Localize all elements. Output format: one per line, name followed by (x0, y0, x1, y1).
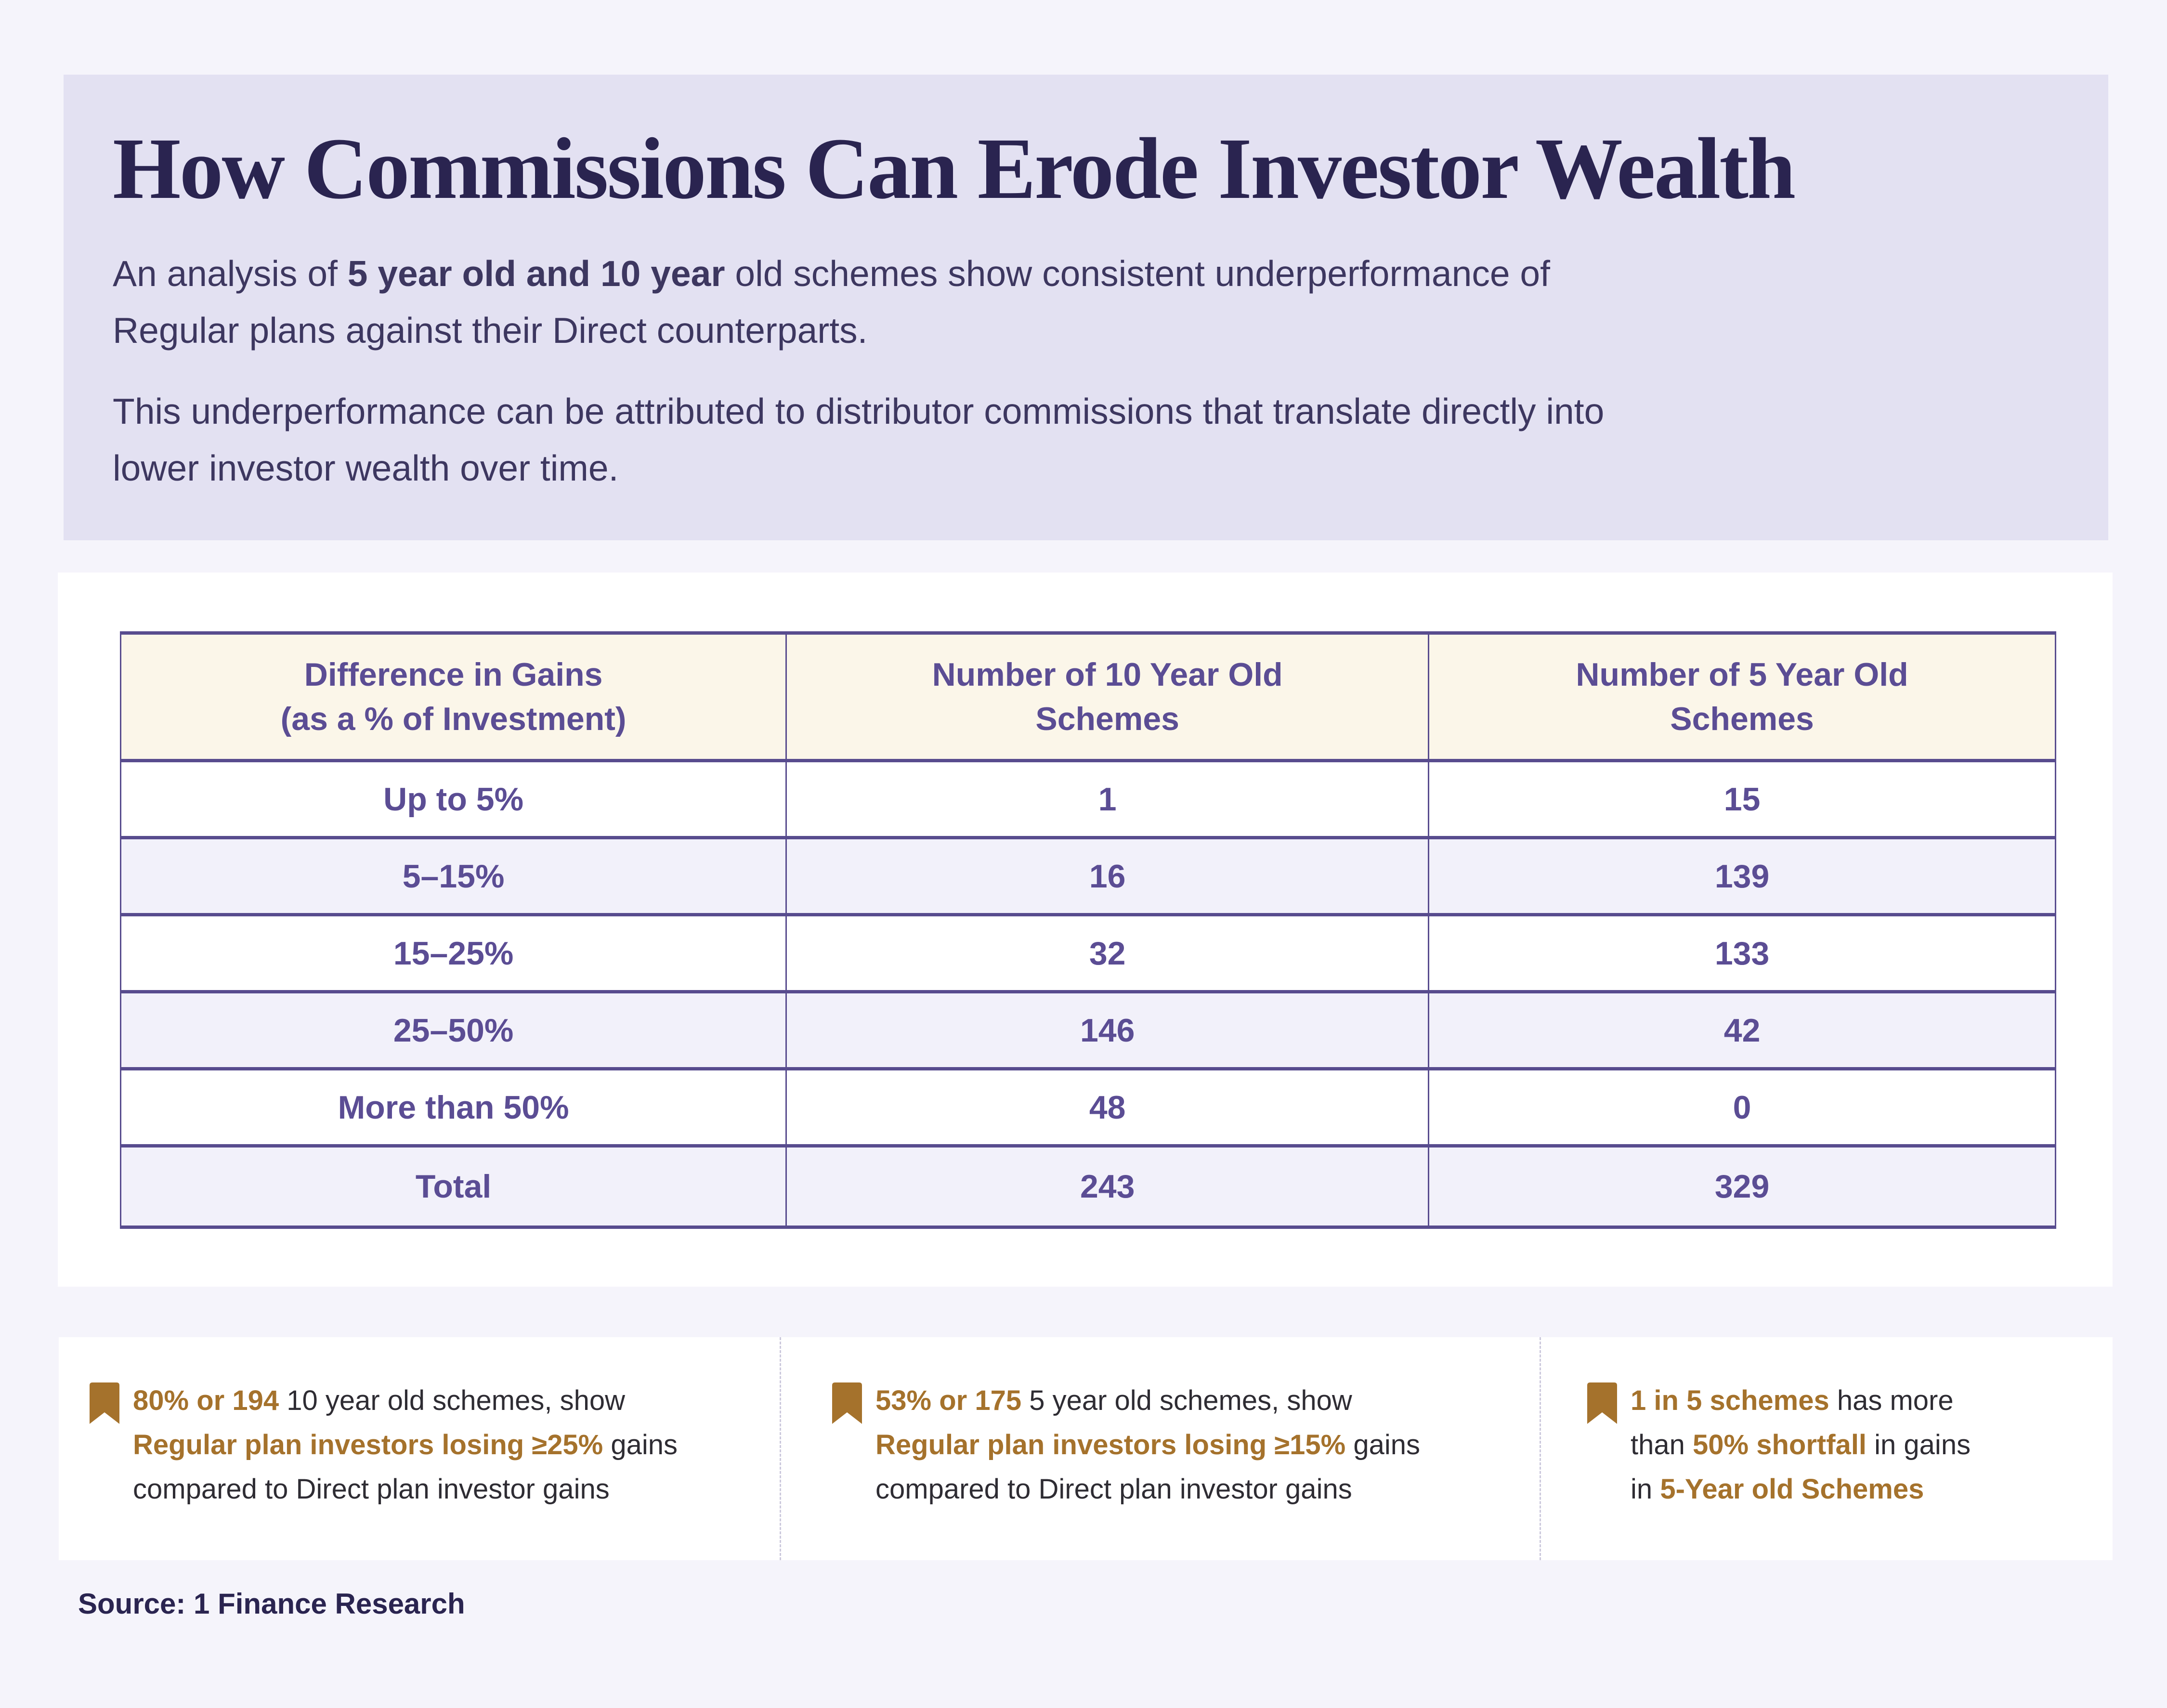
source-note: Source: 1 Finance Research (78, 1588, 465, 1620)
callout-1-in-5: 1 in 5 schemes has more than 50% shortfal… (1540, 1337, 2113, 1560)
row-label: 25–50% (119, 990, 787, 1070)
row-label: Total (119, 1144, 787, 1229)
table-panel: Difference in Gains (as a % of Investment… (58, 573, 2113, 1287)
value-10yr: 16 (785, 836, 1430, 916)
value-5yr: 0 (1428, 1067, 2056, 1147)
col-header-10-year-schemes: Number of 10 Year Old Schemes (785, 631, 1430, 762)
row-label: Up to 5% (119, 759, 787, 839)
callout-text: 53% or 175 5 year old schemes, show Regul… (875, 1385, 1420, 1505)
callout-10yr-schemes: 80% or 194 10 year old schemes, show Regu… (59, 1337, 780, 1560)
callout-text: 80% or 194 10 year old schemes, show Regu… (133, 1385, 678, 1505)
bookmark-icon (1587, 1382, 1618, 1424)
value-5yr: 139 (1428, 836, 2056, 916)
table-row: Up to 5% 1 15 (119, 759, 2056, 839)
col-header-5-year-schemes: Number of 5 Year Old Schemes (1428, 631, 2056, 762)
col-header-difference-in-gains: Difference in Gains (as a % of Investment… (119, 631, 787, 762)
value-10yr: 48 (785, 1067, 1430, 1147)
value-10yr: 1 (785, 759, 1430, 839)
value-10yr: 146 (785, 990, 1430, 1070)
value-5yr: 329 (1428, 1144, 2056, 1229)
page-title: How Commissions Can Erode Investor Wealt… (113, 120, 1796, 217)
table-row: 5–15% 16 139 (119, 836, 2056, 916)
intro-paragraph-2: This underperformance can be attributed … (113, 391, 1605, 488)
value-10yr: 32 (785, 913, 1430, 993)
bookmark-icon (90, 1382, 119, 1424)
row-label: More than 50% (119, 1067, 787, 1147)
table-row: 25–50% 146 42 (119, 990, 2056, 1070)
callout-5yr-schemes: 53% or 175 5 year old schemes, show Regul… (780, 1337, 1540, 1560)
intro-paragraph-1: An analysis of 5 year old and 10 year ol… (113, 253, 1550, 351)
bookmark-icon (832, 1382, 862, 1424)
callout-text: 1 in 5 schemes has more than 50% shortfal… (1631, 1385, 1971, 1505)
value-5yr: 42 (1428, 990, 2056, 1070)
table-header-row: Difference in Gains (as a % of Investment… (119, 631, 2056, 762)
value-5yr: 133 (1428, 913, 2056, 993)
table-total-row: Total 243 329 (119, 1144, 2056, 1229)
table-row: 15–25% 32 133 (119, 913, 2056, 993)
value-5yr: 15 (1428, 759, 2056, 839)
table-row: More than 50% 48 0 (119, 1067, 2056, 1147)
value-10yr: 243 (785, 1144, 1430, 1229)
callouts-panel: 80% or 194 10 year old schemes, show Regu… (59, 1337, 2113, 1560)
hero-panel: How Commissions Can Erode Investor Wealt… (64, 75, 2108, 540)
row-label: 15–25% (119, 913, 787, 993)
schemes-comparison-table: Difference in Gains (as a % of Investment… (119, 631, 2056, 1229)
row-label: 5–15% (119, 836, 787, 916)
